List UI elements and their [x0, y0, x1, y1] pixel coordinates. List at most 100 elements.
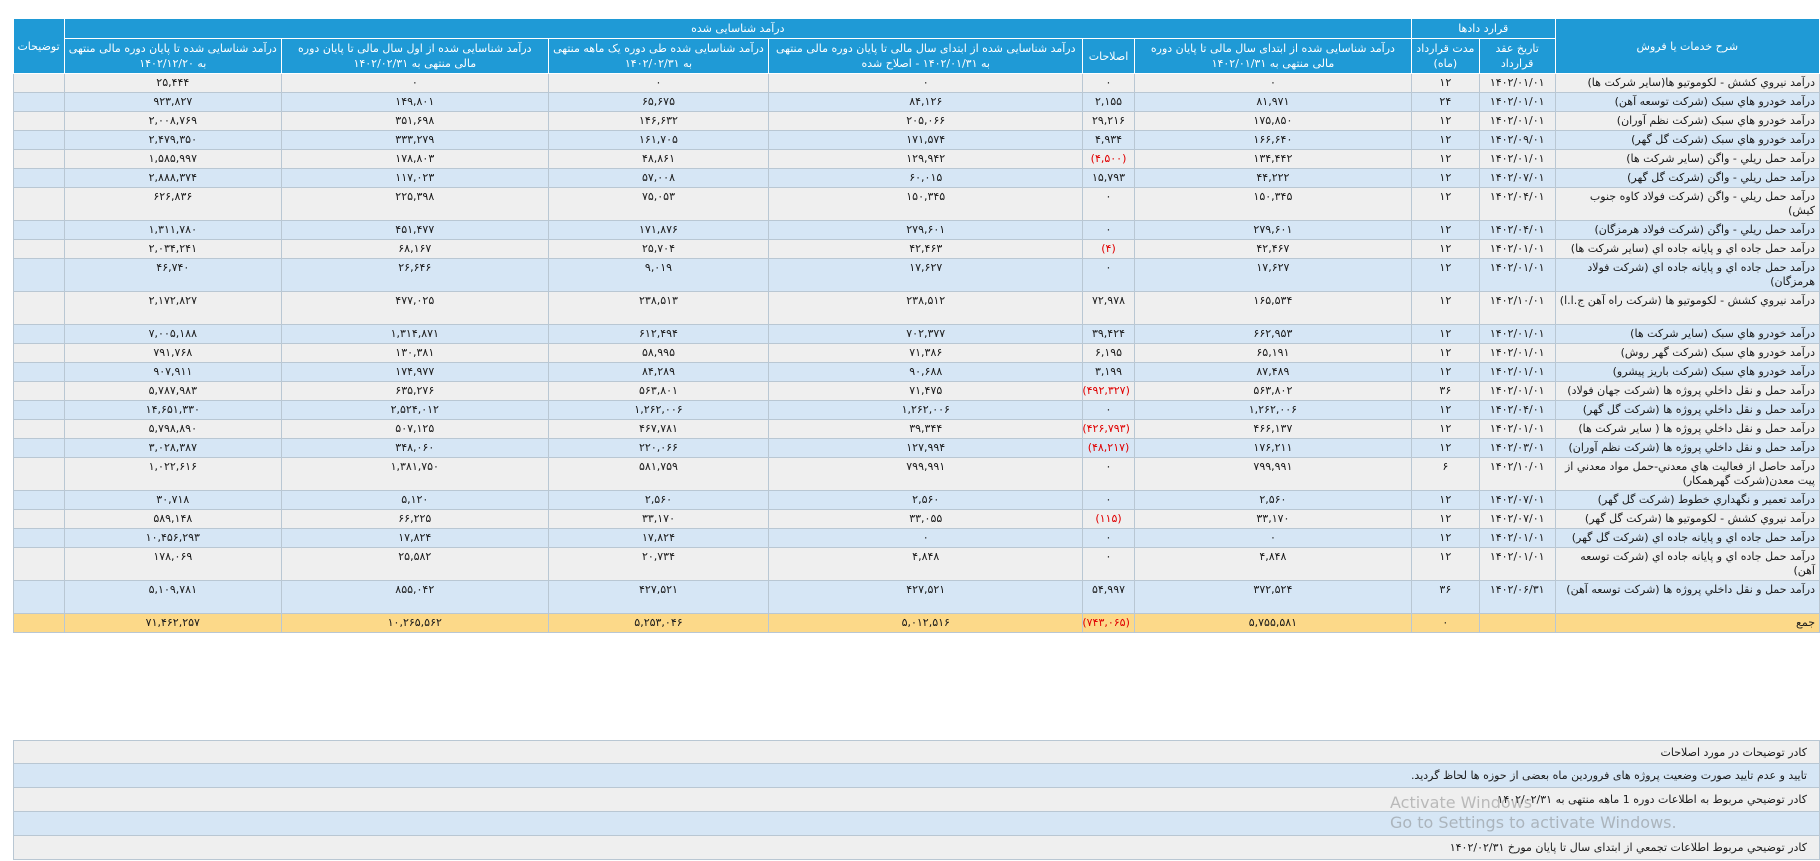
table-row: درآمد تعمیر و نگهداري خطوط (شرکت گل گهر)…: [13, 490, 1820, 510]
header-description: شرح خدمات یا فروش: [1554, 18, 1820, 74]
cell-corrections: ۰: [1082, 73, 1135, 93]
cell-revenue-ytd: ۱۷۴,۹۷۷: [280, 362, 549, 382]
cell-revenue-year-end: ۳۰,۷۱۸: [63, 490, 282, 510]
table-row: درآمد حمل ریلي - واگن (شرکت فولاد هرمزگا…: [13, 220, 1820, 240]
cell-notes: [13, 258, 65, 292]
cell-revenue-month: ۳۳,۱۷۰: [547, 509, 770, 529]
cell-revenue-prev: ۵,۷۵۵,۵۸۱: [1133, 613, 1412, 633]
cell-duration: ۱۲: [1410, 490, 1480, 510]
header-revenue-prev: درآمد شناسایی شده از ابتدای سال مالی تا …: [1133, 38, 1412, 74]
cell-duration: ۱۲: [1410, 130, 1480, 150]
cell-revenue-month: ۱۶۱,۷۰۵: [547, 130, 770, 150]
cell-revenue-year-end: ۲,۸۸۸,۳۷۴: [63, 168, 282, 188]
cell-corrections: ۰: [1082, 490, 1135, 510]
cell-revenue-corrected: ۲,۵۶۰: [768, 490, 1084, 510]
cell-corrections: (۴۸,۲۱۷): [1082, 438, 1135, 458]
cell-notes: [13, 324, 65, 344]
cell-revenue-year-end: ۳,۰۲۸,۳۸۷: [63, 438, 282, 458]
cell-notes: [13, 92, 65, 112]
watermark-line1: Activate Windows: [1390, 793, 1533, 812]
notes-corrections-title: کادر توضیحات در مورد اصلاحات: [13, 740, 1820, 764]
cell-contract-date: ۱۴۰۲/۰۱/۰۱: [1478, 73, 1556, 93]
cell-revenue-corrected: ۶۰,۰۱۵: [768, 168, 1084, 188]
header-contracts-group: قرارد دادها: [1410, 18, 1556, 39]
cell-notes: [13, 457, 65, 491]
cell-revenue-month: ۵۶۳,۸۰۱: [547, 381, 770, 401]
cell-description: درآمد حمل جاده اي و پایانه جاده اي (شرکت…: [1554, 528, 1820, 548]
cell-revenue-month: ۵۸۱,۷۵۹: [547, 457, 770, 491]
cell-corrections: (۴۹۲,۳۲۷): [1082, 381, 1135, 401]
table-row: درآمد حمل و نقل داخلي پروژه ها ( سایر شر…: [13, 419, 1820, 439]
cell-description: درآمد حمل و نقل داخلي پروژه ها (شرکت گل …: [1554, 400, 1820, 420]
table-row: درآمد حمل و نقل داخلي پروژه ها (شرکت نظم…: [13, 438, 1820, 458]
cell-duration: ۱۲: [1410, 400, 1480, 420]
cell-description: درآمد خودرو هاي سبک (شرکت توسعه آهن): [1554, 92, 1820, 112]
cell-notes: [13, 490, 65, 510]
cell-revenue-year-end: ۵,۷۹۸,۸۹۰: [63, 419, 282, 439]
header-revenue-corrected: درآمد شناسایی شده از ابتدای سال مالی تا …: [768, 38, 1084, 74]
cell-revenue-corrected: ۳۹,۳۴۴: [768, 419, 1084, 439]
header-revenue-month: درآمد شناسایی شده طی دوره یک ماهه منتهی …: [547, 38, 770, 74]
cell-description: درآمد نیروي کشش - لکوموتیو ها(سایر شرکت …: [1554, 73, 1820, 93]
cell-notes: [13, 187, 65, 221]
cell-revenue-prev: ۸۷,۴۸۹: [1133, 362, 1412, 382]
cell-duration: ۳۶: [1410, 381, 1480, 401]
cell-revenue-month: ۲,۵۶۰: [547, 490, 770, 510]
cell-corrections: ۳,۱۹۹: [1082, 362, 1135, 382]
cell-revenue-ytd: ۳۵۱,۶۹۸: [280, 111, 549, 131]
cell-revenue-ytd: ۲۶,۶۴۶: [280, 258, 549, 292]
cell-revenue-prev: ۷۹۹,۹۹۱: [1133, 457, 1412, 491]
cell-revenue-month: ۶۱۲,۴۹۴: [547, 324, 770, 344]
cell-description: درآمد خودرو هاي سبک (شرکت نظم آوران): [1554, 111, 1820, 131]
cell-revenue-ytd: ۱۴۹,۸۰۱: [280, 92, 549, 112]
cell-revenue-prev: ۱,۲۶۲,۰۰۶: [1133, 400, 1412, 420]
cell-revenue-corrected: ۰: [768, 528, 1084, 548]
cell-revenue-corrected: ۰: [768, 73, 1084, 93]
cell-revenue-year-end: ۵۸۹,۱۴۸: [63, 509, 282, 529]
table-row: درآمد حمل جاده اي و پایانه جاده اي (سایر…: [13, 239, 1820, 259]
cell-notes: [13, 130, 65, 150]
cell-description: درآمد حاصل از فعالیت هاي معدني-حمل مواد …: [1554, 457, 1820, 491]
cell-revenue-ytd: ۵,۱۲۰: [280, 490, 549, 510]
cell-duration: ۱۲: [1410, 149, 1480, 169]
table-row: درآمد حمل جاده اي و پایانه جاده اي (شرکت…: [13, 258, 1820, 292]
cell-revenue-corrected: ۴,۸۴۸: [768, 547, 1084, 581]
cell-revenue-prev: ۳۳,۱۷۰: [1133, 509, 1412, 529]
cell-corrections: ۳۹,۴۲۴: [1082, 324, 1135, 344]
cell-revenue-prev: ۶۵,۱۹۱: [1133, 343, 1412, 363]
table-row: درآمد حمل و نقل داخلي پروژه ها (شرکت جها…: [13, 381, 1820, 401]
cell-revenue-corrected: ۱۵۰,۳۴۵: [768, 187, 1084, 221]
cell-corrections: (۷۴۳,۰۶۵): [1082, 613, 1135, 633]
watermark-line2: Go to Settings to activate Windows.: [1390, 813, 1677, 832]
header-contract-date: تاریخ عقد قرارداد: [1478, 38, 1556, 74]
cell-revenue-month: ۸۴,۲۸۹: [547, 362, 770, 382]
cell-revenue-ytd: ۱۳۰,۳۸۱: [280, 343, 549, 363]
cell-revenue-year-end: ۱,۵۸۵,۹۹۷: [63, 149, 282, 169]
cell-contract-date: ۱۴۰۲/۰۱/۰۱: [1478, 149, 1556, 169]
cell-corrections: (۴): [1082, 239, 1135, 259]
cell-corrections: ۷۲,۹۷۸: [1082, 291, 1135, 325]
cell-revenue-ytd: ۱,۳۱۴,۸۷۱: [280, 324, 549, 344]
header-revenue-group: درآمد شناسایی شده: [63, 18, 1412, 39]
cell-revenue-year-end: ۲,۰۰۸,۷۶۹: [63, 111, 282, 131]
cell-description: درآمد حمل و نقل داخلي پروژه ها ( سایر شر…: [1554, 419, 1820, 439]
header-notes: توضیحات: [13, 18, 65, 74]
cell-contract-date: ۱۴۰۲/۰۴/۰۱: [1478, 220, 1556, 240]
cell-duration: ۱۲: [1410, 258, 1480, 292]
cell-revenue-year-end: ۹۲۳,۸۲۷: [63, 92, 282, 112]
cell-corrections: ۰: [1082, 220, 1135, 240]
cell-revenue-month: ۱۷,۸۲۴: [547, 528, 770, 548]
cell-revenue-month: ۵۸,۹۹۵: [547, 343, 770, 363]
cell-revenue-corrected: ۴۲,۴۶۳: [768, 239, 1084, 259]
cell-contract-date: ۱۴۰۲/۰۱/۰۱: [1478, 343, 1556, 363]
cell-revenue-corrected: ۷۹۹,۹۹۱: [768, 457, 1084, 491]
cell-revenue-prev: ۸۱,۹۷۱: [1133, 92, 1412, 112]
cell-revenue-year-end: ۹۰۷,۹۱۱: [63, 362, 282, 382]
total-row: جمع ۰ ۵,۷۵۵,۵۸۱ (۷۴۳,۰۶۵) ۵,۰۱۲,۵۱۶ ۵,۲۵۳,۰۴۶…: [13, 613, 1820, 633]
notes-panel: کادر توضیحات در مورد اصلاحات تایید و عدم…: [13, 740, 1820, 860]
cell-corrections: ۶,۱۹۵: [1082, 343, 1135, 363]
cell-revenue-ytd: ۴۷۷,۰۲۵: [280, 291, 549, 325]
cell-contract-date: ۱۴۰۲/۰۱/۰۱: [1478, 239, 1556, 259]
cell-contract-date: ۱۴۰۲/۰۳/۰۱: [1478, 438, 1556, 458]
cell-revenue-ytd: ۶۳۵,۲۷۶: [280, 381, 549, 401]
